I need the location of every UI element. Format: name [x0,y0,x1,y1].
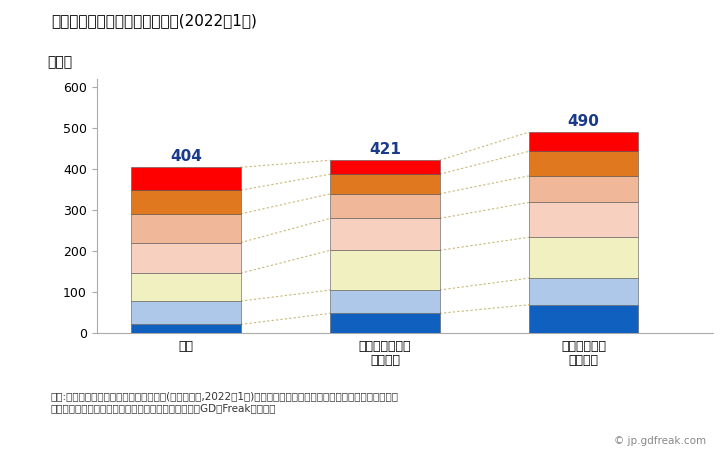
Bar [131,167,241,190]
Text: ［人］: ［人］ [47,55,72,69]
Bar [131,273,241,301]
Text: 404: 404 [170,149,202,164]
Bar [331,160,440,174]
Bar [131,190,241,214]
Text: 490: 490 [568,114,600,129]
Text: 阿智村の要介護（要支援）者数(2022年1月): 阿智村の要介護（要支援）者数(2022年1月) [51,14,257,28]
Bar [529,176,638,202]
Bar [529,305,638,333]
Bar [529,278,638,305]
Bar [529,202,638,237]
Text: © jp.gdfreak.com: © jp.gdfreak.com [614,436,706,446]
Bar [529,151,638,176]
Bar [331,250,440,290]
Bar [529,132,638,151]
Bar [331,218,440,250]
Bar [529,237,638,278]
Bar [131,214,241,243]
Text: 421: 421 [369,142,401,157]
Bar [331,290,440,313]
Bar [331,174,440,194]
Bar [331,194,440,218]
Bar [131,243,241,273]
Bar [331,313,440,333]
Bar [131,324,241,333]
Text: 出所:実績値は「介護事業状況報告月報」(厄生労働省,2022年1月)。推計値は「全国又は都道府県の男女・年齢階層別
要介護度別平均認定率を当域内人口構成に当ては: 出所:実績値は「介護事業状況報告月報」(厄生労働省,2022年1月)。推計値は「… [51,392,399,413]
Bar [131,301,241,324]
